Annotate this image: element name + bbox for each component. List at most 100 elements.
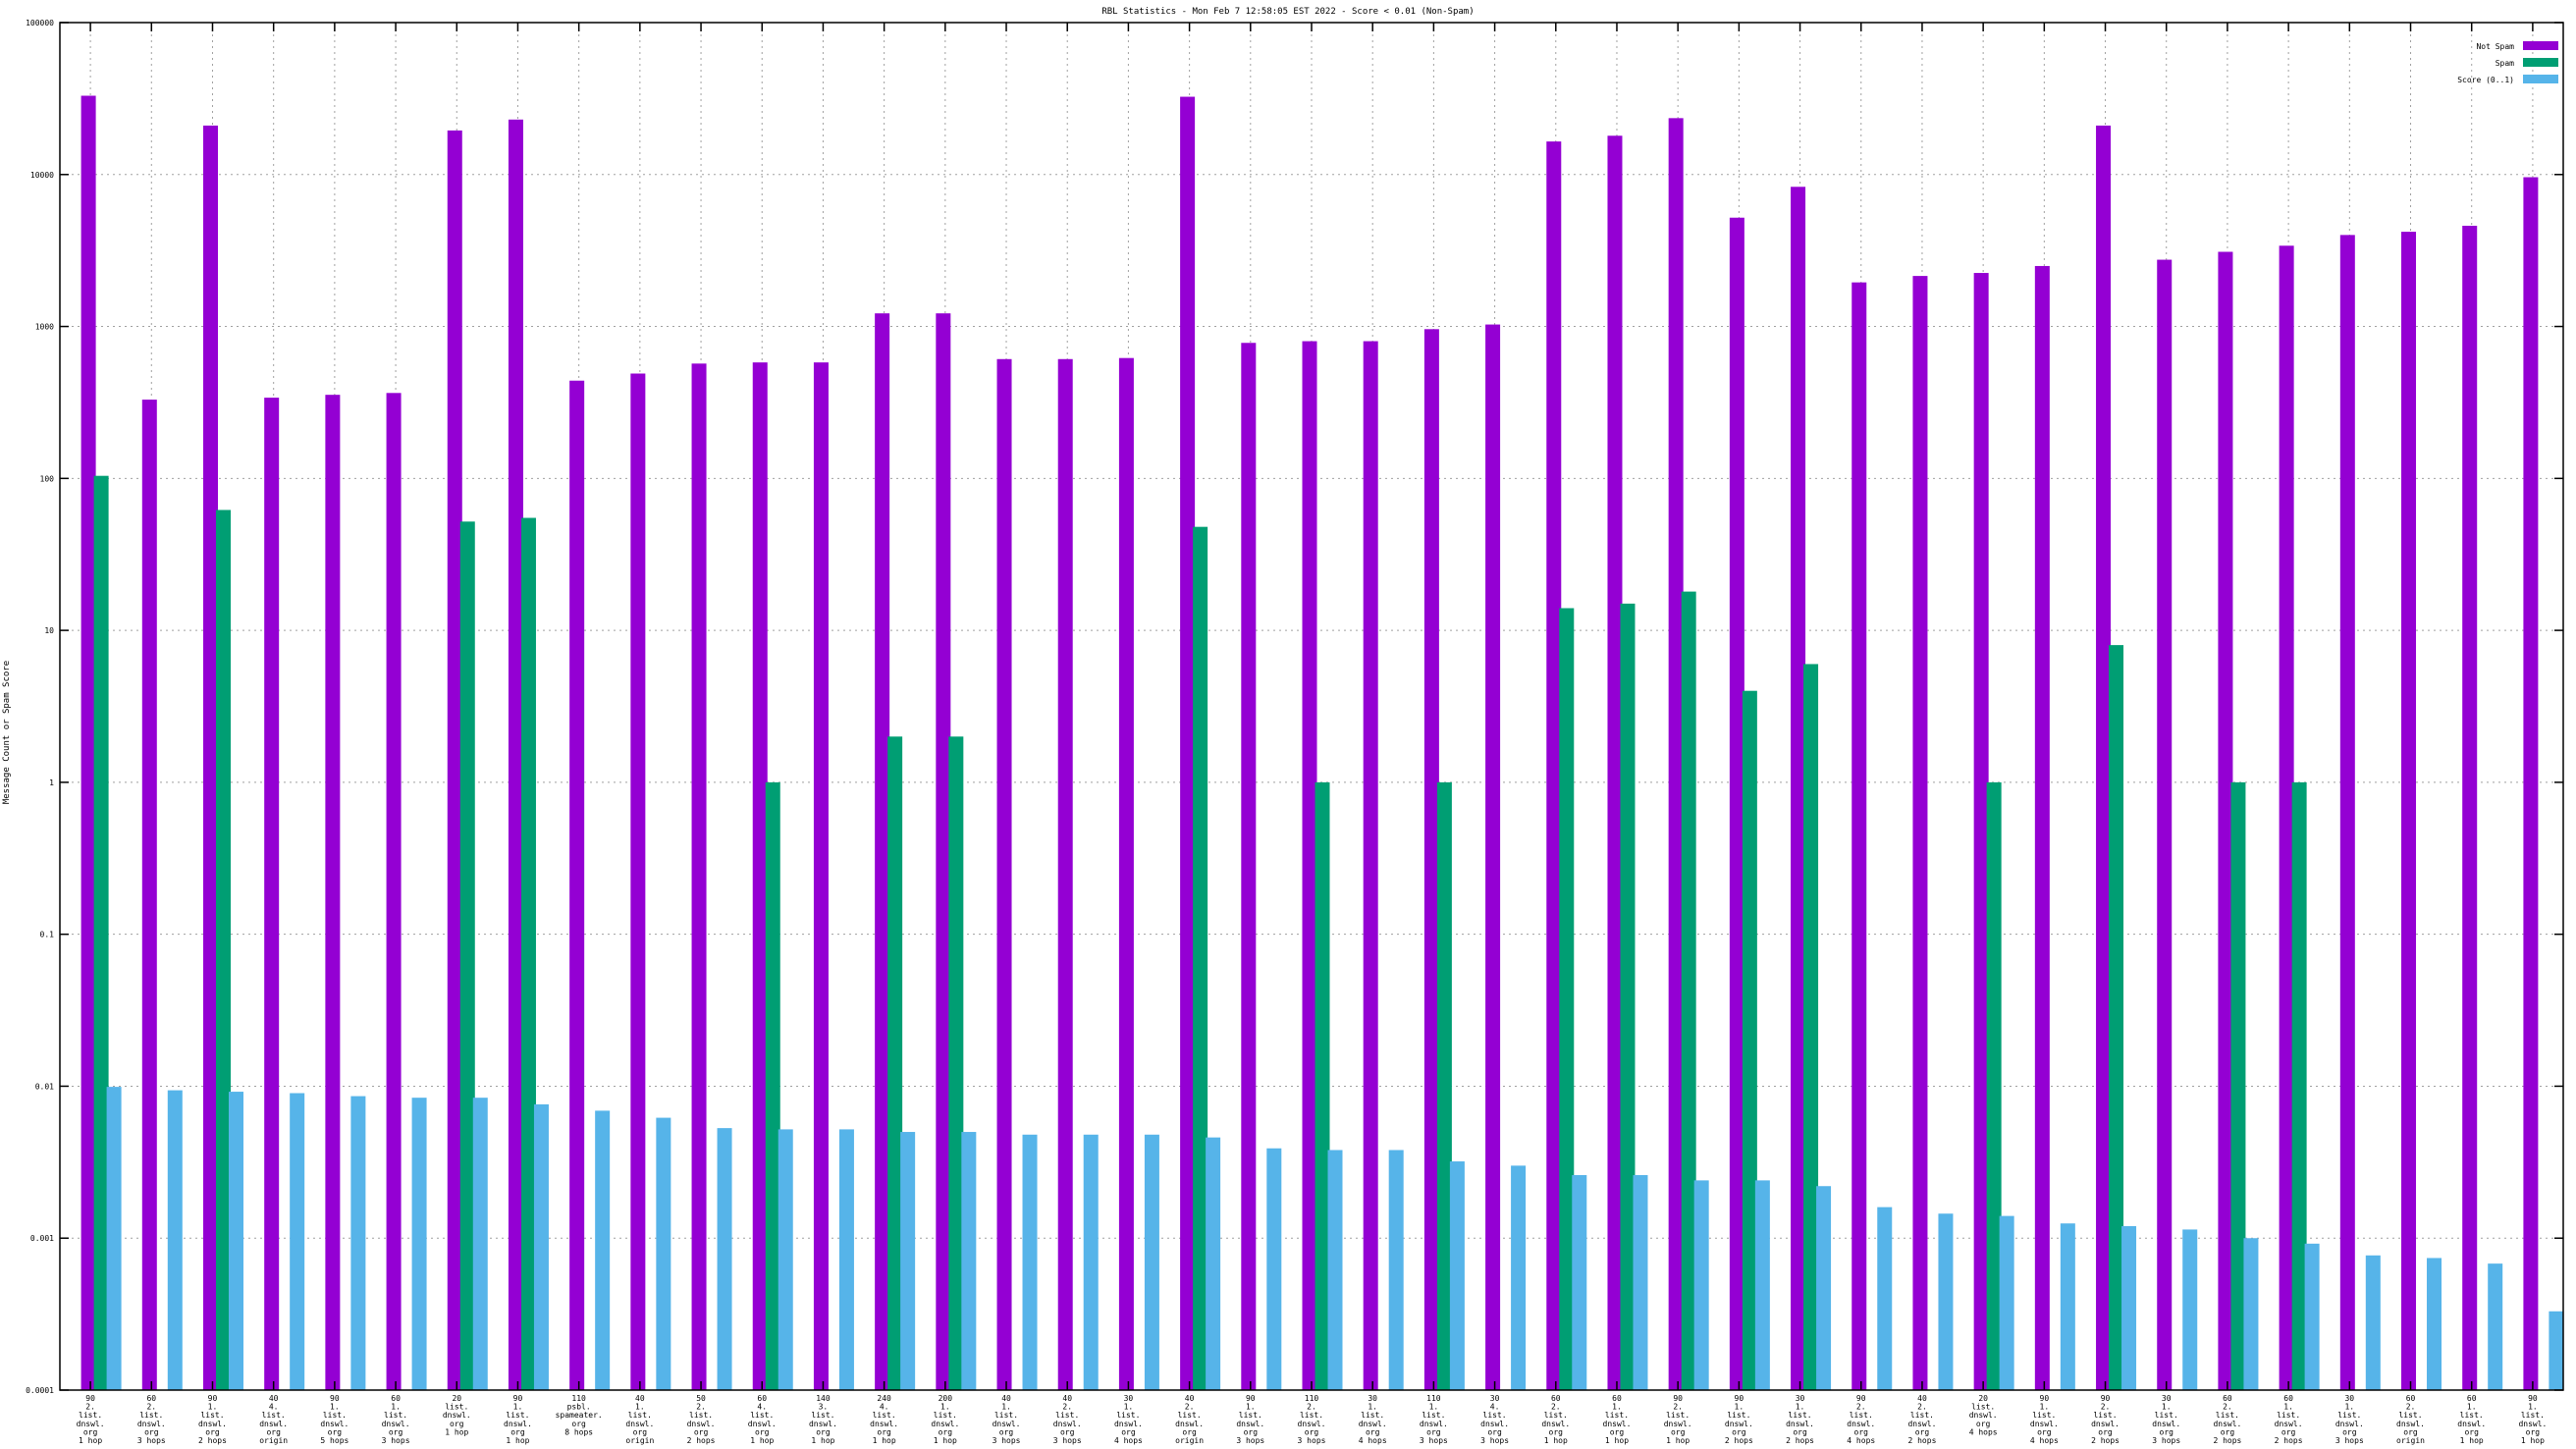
x-tick-label-line: 2. (146, 1403, 156, 1412)
bar-not-spam (447, 130, 462, 1391)
x-tick-label-line: 60 (2283, 1394, 2293, 1403)
x-tick-label-line: 30 (1124, 1394, 1134, 1403)
x-tick-label: 60 1. list. dnswl. org 1 hop (2457, 1394, 2486, 1445)
x-tick-label-line: 90 (1246, 1394, 1256, 1403)
x-tick-label-line: 4 hops (2030, 1436, 2059, 1445)
x-tick-label-line: list. (445, 1403, 468, 1412)
x-tick-label-line: org (389, 1427, 403, 1436)
x-tick-label-line: org (633, 1427, 648, 1436)
x-tick-label-line: 140 (816, 1394, 831, 1403)
bar-not-spam (2462, 225, 2478, 1391)
bar-not-spam (1668, 118, 1684, 1390)
bar-not-spam (202, 125, 218, 1390)
x-tick-label-line: list. (2398, 1411, 2422, 1420)
x-tick-label-line: list. (79, 1411, 102, 1420)
x-tick-label-line: dnswl. (1420, 1420, 1448, 1428)
bar-spam (93, 475, 109, 1390)
x-tick-label-line: org (1121, 1427, 1136, 1436)
x-tick-label-line: list. (1666, 1411, 1690, 1420)
bar-not-spam (1973, 273, 1989, 1390)
x-tick-label-line: org (205, 1427, 220, 1436)
x-tick-label-line: 1. (2040, 1403, 2050, 1412)
x-tick-label-line: org (2098, 1427, 2113, 1436)
x-tick-label-line: org (1732, 1427, 1746, 1436)
x-tick-label-line: org (755, 1427, 770, 1436)
x-tick-label-line: 1. (940, 1403, 950, 1412)
bar-not-spam (2034, 265, 2050, 1391)
bar-not-spam (1423, 329, 1439, 1390)
bar-score-0-1 (1633, 1174, 1648, 1390)
y-tick-label: 100000 (26, 19, 54, 27)
x-tick-label-line: 2 hops (2275, 1436, 2303, 1445)
x-tick-label: 20 list. dnswl. org 1 hop (443, 1394, 471, 1436)
x-tick-label-line: dnswl. (2030, 1420, 2059, 1428)
x-tick-label-line: 4 hops (1969, 1427, 1998, 1436)
x-tick-label: 30 1. list. dnswl. org 3 hops (2335, 1394, 2364, 1445)
x-tick-label-line: list. (750, 1411, 774, 1420)
legend-swatch (2523, 41, 2558, 50)
bar-score-0-1 (900, 1132, 916, 1390)
x-tick-label: 200 1. list. dnswl. org 1 hop (931, 1394, 959, 1445)
x-tick-label-line: 60 (2223, 1394, 2232, 1403)
x-tick-label-line: list. (200, 1411, 224, 1420)
bar-score-0-1 (1754, 1180, 1770, 1390)
plot-frame (59, 22, 2564, 1391)
bar-not-spam (1302, 341, 1317, 1391)
x-tick-label-line: dnswl. (2275, 1420, 2303, 1428)
x-tick-label-line: 1 hop (934, 1436, 957, 1445)
x-tick-label-line: 200 (939, 1394, 953, 1403)
bar-not-spam (936, 313, 951, 1390)
x-tick-label-line: 20 (1978, 1394, 1988, 1403)
x-tick-label: 30 1. list. dnswl. org 3 hops (2152, 1394, 2180, 1445)
x-tick-label-line: 1. (208, 1403, 218, 1412)
x-tick-label: 20 list. dnswl. org 4 hops (1969, 1394, 1998, 1436)
x-tick-label-line: dnswl. (1053, 1420, 1082, 1428)
bar-not-spam (1241, 343, 1257, 1390)
x-tick-label-line: org (1487, 1427, 1502, 1436)
x-tick-label-line: list. (1116, 1411, 1140, 1420)
x-tick-label-line: org (999, 1427, 1014, 1436)
x-tick-label-line: list. (1483, 1411, 1507, 1420)
x-tick-label-line: dnswl. (625, 1420, 654, 1428)
x-tick-label-line: 2 hops (1907, 1436, 1936, 1445)
x-tick-label-line: dnswl. (2335, 1420, 2364, 1428)
x-tick-label: 90 2. list. dnswl. org 4 hops (1847, 1394, 1875, 1445)
x-tick-label: 90 2. list. dnswl. org 1 hop (1664, 1394, 1692, 1445)
x-tick-label-line: org (1182, 1427, 1197, 1436)
x-tick-label: 60 1. list. dnswl. org 3 hops (382, 1394, 410, 1445)
x-tick-label-line: 50 (696, 1394, 706, 1403)
x-tick-label-line: 90 (1673, 1394, 1683, 1403)
legend: Not Spam Spam Score (0..1) (2457, 41, 2558, 84)
x-tick-label-line: list. (1971, 1403, 1995, 1412)
y-axis-label: Message Count or Spam Score (2, 661, 12, 804)
bar-not-spam (2339, 235, 2355, 1391)
bar-score-0-1 (1816, 1186, 1832, 1390)
x-tick-label-line: dnswl. (137, 1420, 166, 1428)
x-tick-label-line: 1. (1429, 1403, 1439, 1412)
x-tick-label-line: dnswl. (1175, 1420, 1204, 1428)
x-tick-label-line: 1 hop (1666, 1436, 1690, 1445)
x-tick-label-line: dnswl. (1480, 1420, 1509, 1428)
bar-not-spam (569, 380, 585, 1390)
x-tick-label-line: 2. (1856, 1403, 1866, 1412)
x-tick-label-line: 1. (1246, 1403, 1256, 1412)
x-tick-label-line: 1. (1796, 1403, 1805, 1412)
x-tick-label-line: dnswl. (259, 1420, 288, 1428)
x-tick-label-line: 4. (1490, 1403, 1500, 1412)
bar-score-0-1 (2549, 1311, 2564, 1390)
bar-spam (948, 736, 964, 1390)
x-tick-label-line: org (1793, 1427, 1807, 1436)
x-tick-label-line: list. (323, 1411, 347, 1420)
x-tick-label-line: 240 (877, 1394, 891, 1403)
x-tick-label: 60 2. list. dnswl. org 2 hops (2213, 1394, 2241, 1445)
x-tick-label-line: org (2526, 1427, 2541, 1436)
bar-spam (1681, 591, 1696, 1390)
x-tick-label-line: 1. (330, 1403, 340, 1412)
x-tick-label: 60 2. list. dnswl. org 1 hop (1541, 1394, 1570, 1445)
x-tick-label-line: org (83, 1427, 98, 1436)
bar-score-0-1 (106, 1087, 122, 1390)
x-tick-label-line: list. (2216, 1411, 2239, 1420)
x-tick-label-line: 1 hop (811, 1436, 834, 1445)
x-tick-label-line: dnswl. (2396, 1420, 2425, 1428)
x-tick-label-line: list. (139, 1411, 163, 1420)
